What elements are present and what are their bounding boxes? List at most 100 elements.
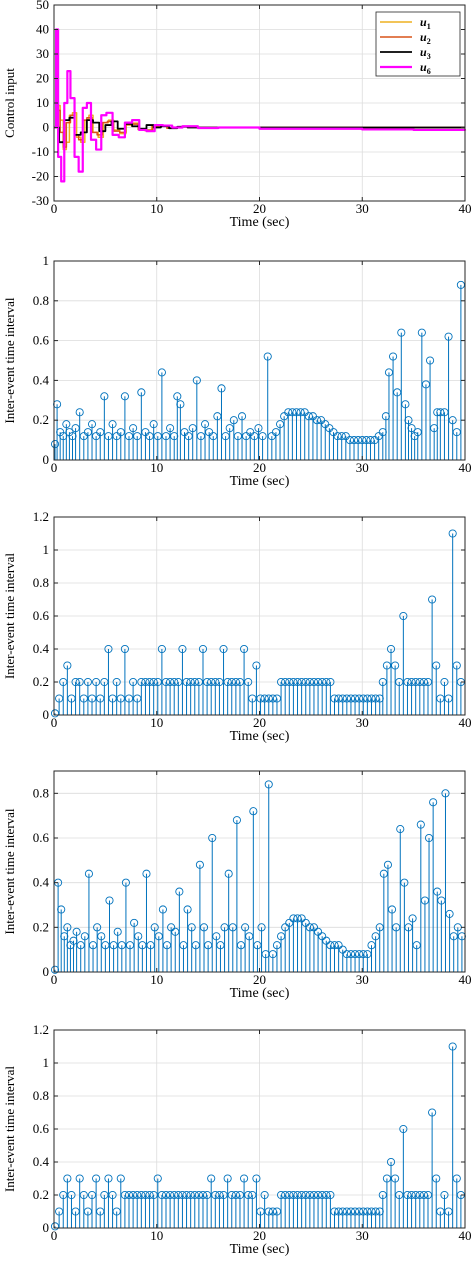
stem-marker	[133, 432, 142, 441]
stem-marker	[378, 428, 387, 437]
stem-marker	[326, 1190, 335, 1200]
stem-marker	[96, 428, 105, 437]
stem-marker	[334, 694, 343, 703]
stem-marker	[166, 424, 175, 433]
stem-marker	[149, 1190, 158, 1200]
stem-marker	[87, 1190, 97, 1200]
stem-marker	[170, 432, 179, 441]
stem-marker	[116, 1174, 125, 1183]
y-tick-label: 0.6	[33, 830, 50, 845]
stem-marker	[396, 825, 405, 834]
stem-marker	[75, 408, 84, 417]
stem-marker	[120, 644, 129, 654]
chart-panel-2: 0 10 20 30 40 0 0.2 0.4 0.6 0.8 1 Time (sec) Inter-e…	[2, 253, 472, 489]
stem-marker	[213, 412, 222, 421]
stem-marker	[383, 860, 392, 869]
stem-marker	[83, 1207, 92, 1216]
x-tick-label: 40	[459, 460, 472, 475]
stem-marker	[240, 1174, 249, 1183]
legend-subscript: 2	[427, 37, 431, 46]
stem-marker	[379, 869, 388, 878]
stem-marker	[232, 816, 241, 825]
stem-marker	[71, 424, 80, 433]
stem-marker	[366, 436, 375, 445]
legend-label-u2: u2	[420, 30, 431, 46]
stem-marker	[196, 432, 205, 441]
stem-marker	[92, 677, 101, 687]
stem-marker	[225, 424, 234, 433]
stem-marker	[293, 914, 302, 923]
chart-panel-3: 0 10 20 30 40 0 0.2 0.4 0.6 0.8 1 1.2 Time (sec) Inte…	[2, 509, 472, 744]
stem-marker	[309, 923, 319, 932]
stem-marker	[203, 1190, 212, 1200]
stem-marker	[334, 1207, 343, 1216]
stem-marker	[296, 408, 305, 417]
stem-marker	[124, 432, 134, 441]
x-tick-label: 20	[253, 1228, 266, 1243]
stem-marker	[342, 1207, 351, 1216]
stem-marker	[203, 677, 212, 687]
stem-marker	[260, 694, 269, 703]
y-tick-label: 0.8	[33, 785, 49, 800]
stem-marker	[416, 820, 425, 829]
stem-marker	[162, 941, 172, 950]
stem-marker	[150, 923, 159, 932]
stem-marker	[219, 644, 228, 654]
stem-marker	[59, 677, 68, 687]
stem-marker	[448, 529, 457, 538]
stem-marker	[120, 392, 129, 401]
stem-marker	[211, 677, 220, 687]
y-tick-label: 0	[43, 707, 50, 722]
stem-marker	[76, 941, 85, 950]
y-tick-label: 0.4	[33, 1154, 50, 1169]
stem-marker	[153, 677, 162, 687]
stem-marker	[395, 1190, 404, 1200]
stem-marker	[292, 408, 301, 417]
stem-marker	[421, 380, 431, 389]
series-line-u6	[54, 28, 467, 183]
stem-marker	[326, 941, 335, 950]
x-tick-label: 10	[150, 460, 163, 475]
y-tick-label: 0.2	[33, 412, 49, 427]
stem-marker	[423, 1190, 433, 1200]
stem-marker	[314, 677, 323, 687]
stem-marker	[338, 694, 347, 703]
stem-marker	[392, 923, 401, 932]
y-tick-label: 0.2	[33, 1187, 49, 1202]
stem-marker	[69, 936, 78, 945]
stem-marker	[252, 661, 261, 670]
y-axis-label: Inter-event time interval	[2, 1066, 17, 1192]
stem-marker	[312, 416, 322, 425]
chart-panel-4: 0 10 20 30 40 0 0.2 0.4 0.6 0.8 Time (sec) Inter-ev…	[2, 770, 472, 1001]
stem-marker	[182, 1190, 191, 1200]
x-axis-label: Time (sec)	[230, 986, 290, 1001]
stem-marker	[363, 1207, 372, 1216]
y-tick-label: 0	[43, 120, 50, 135]
stem-marker	[404, 923, 413, 932]
stem-marker	[112, 1207, 121, 1216]
stem-marker	[397, 328, 406, 337]
stem-marker	[419, 677, 428, 687]
stem-marker	[199, 923, 209, 932]
stem-marker	[281, 923, 290, 932]
stem-marker	[145, 1190, 154, 1200]
stem-marker	[108, 1190, 117, 1200]
stem-marker	[62, 420, 71, 429]
stem-marker	[381, 412, 390, 421]
y-tick-label: 0.2	[33, 919, 49, 934]
stem-marker	[207, 1174, 216, 1183]
stem-marker	[419, 1190, 428, 1200]
stem-marker	[50, 709, 60, 718]
stem-marker	[386, 644, 396, 654]
stem-marker	[55, 694, 64, 703]
stem-marker	[337, 432, 346, 441]
stem-marker	[183, 905, 192, 914]
stem-marker	[258, 432, 267, 441]
stem-marker	[412, 941, 421, 950]
stem-marker	[141, 1190, 150, 1200]
stem-marker	[223, 677, 232, 687]
stem-marker	[240, 644, 249, 654]
chart-panel-5: 0 10 20 30 40 0 0.2 0.4 0.6 0.8 1 1.2 Time (sec) Inte…	[2, 1022, 472, 1257]
stem-marker	[178, 644, 187, 654]
